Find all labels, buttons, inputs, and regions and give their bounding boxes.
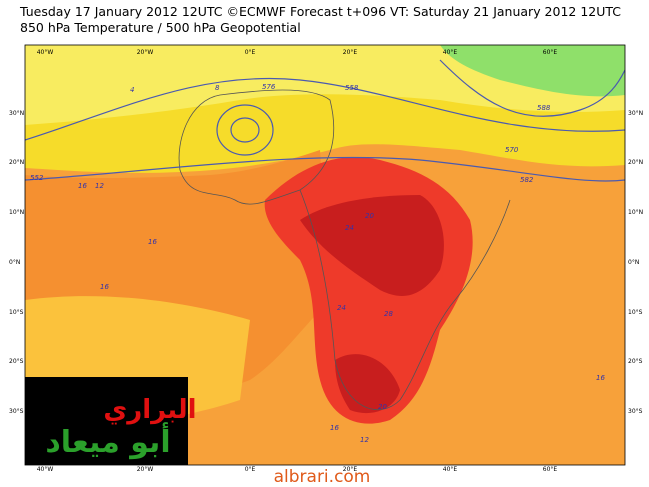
contour-label: 16: [330, 424, 339, 432]
contour-label: 582: [520, 176, 534, 184]
contour-label: 588: [537, 104, 551, 112]
lat-label: 20°N: [9, 159, 24, 166]
lat-label: 20°N: [628, 159, 643, 166]
lon-label: 0°E: [245, 49, 256, 56]
watermark-line: البراري: [103, 395, 196, 425]
contour-label: 570: [505, 146, 519, 154]
contour-label: 576: [262, 83, 276, 91]
header-line: 850 hPa Temperature / 500 hPa Geopotenti…: [20, 20, 301, 35]
lon-label: 60°E: [543, 466, 558, 473]
contour-label: 24: [345, 224, 354, 232]
lat-label: 30°N: [9, 110, 24, 117]
lat-label: 0°N: [9, 259, 20, 266]
contour-label: 558: [345, 84, 359, 92]
lon-label: 20°W: [137, 49, 154, 56]
watermark: البراري أبو ميعاد: [25, 377, 197, 465]
lat-label: 30°S: [9, 408, 24, 415]
contour-label: 12: [360, 436, 369, 444]
lon-label: 20°E: [343, 49, 358, 56]
contour-label: 16: [596, 374, 605, 382]
lat-label: 0°N: [628, 259, 639, 266]
map: [24, 44, 626, 466]
lat-label: 30°N: [628, 110, 643, 117]
lon-label: 60°E: [543, 49, 558, 56]
lon-label: 0°E: [245, 466, 256, 473]
contour-label: 8: [215, 84, 220, 92]
watermark-line: أبو ميعاد: [45, 422, 170, 460]
contour-label: 16: [100, 283, 109, 291]
contour-label: 16: [148, 238, 157, 246]
contour-label: 20: [365, 212, 374, 220]
lon-label: 40°W: [37, 466, 54, 473]
lon-label: 40°E: [443, 466, 458, 473]
header-line: Tuesday 17 January 2012 12UTC ©ECMWF For…: [19, 4, 621, 19]
lon-label: 20°E: [343, 466, 358, 473]
lon-label: 20°W: [137, 466, 154, 473]
contour-label: 12: [95, 182, 104, 190]
lon-label: 40°W: [37, 49, 54, 56]
contour-label: 16: [78, 182, 87, 190]
lat-label: 10°N: [628, 209, 643, 216]
lat-label: 30°S: [628, 408, 643, 415]
lon-label: 40°E: [443, 49, 458, 56]
lat-label: 20°S: [9, 358, 24, 365]
contour-label: 28: [384, 310, 393, 318]
site-url: albrari.com: [274, 467, 371, 487]
lat-label: 20°S: [628, 358, 643, 365]
lat-label: 10°N: [9, 209, 24, 216]
contour-label: 20: [378, 403, 387, 411]
contour-label: 552: [30, 174, 44, 182]
contour-label: 4: [130, 86, 134, 94]
contour-label: 24: [337, 304, 346, 312]
lat-label: 10°S: [9, 309, 24, 316]
lat-label: 10°S: [628, 309, 643, 316]
